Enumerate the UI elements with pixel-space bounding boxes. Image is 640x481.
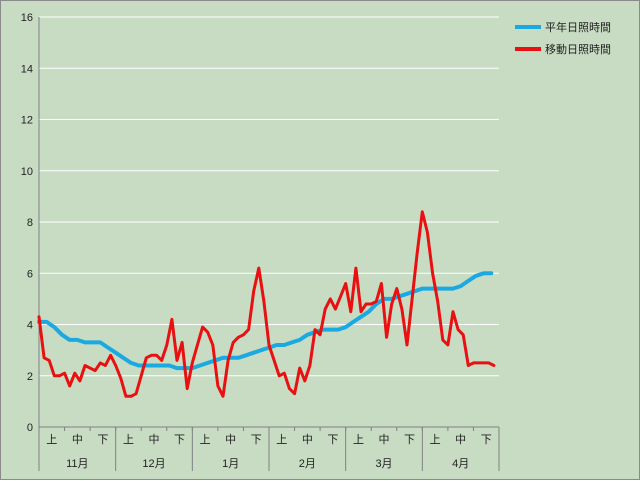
x-axis: 上 中 下 上 中 下 上 中 下 上 中 下 上 中 下 上 中 下 11月 12月 1月 2月 3月 4月 — [38, 426, 500, 471]
x-tick-label-period: 下 — [97, 434, 108, 446]
y-tick-label: 12 — [21, 115, 33, 127]
x-tick-label-month: 12月 — [142, 458, 165, 470]
y-tick-label: 8 — [27, 217, 33, 229]
x-tick-label-month: 11月 — [66, 458, 88, 470]
x-tick-label-period: 中 — [72, 433, 83, 446]
series-line — [37, 210, 496, 398]
x-tick-label-month: 4月 — [452, 458, 469, 470]
x-tick-label-period: 上 — [123, 433, 134, 446]
x-tick-label-month: 2月 — [299, 458, 316, 470]
y-tick-label: 16 — [21, 12, 33, 24]
series-line — [37, 271, 494, 371]
y-tick-label: 2 — [27, 371, 33, 383]
x-tick-label-month: 3月 — [375, 458, 392, 470]
x-tick-label-period: 中 — [225, 433, 236, 446]
x-tick-label-period: 中 — [302, 433, 313, 446]
x-tick-label-period: 中 — [455, 433, 466, 446]
x-tick-label-period: 上 — [46, 433, 57, 446]
x-tick-label-period: 上 — [276, 433, 287, 446]
y-tick-label: 6 — [27, 268, 33, 280]
x-tick-label-period: 上 — [430, 433, 441, 446]
x-tick-label-period: 下 — [327, 434, 338, 446]
legend-label: 移動日照時間 — [545, 42, 611, 56]
y-tick-label: 4 — [27, 320, 33, 332]
x-tick-label-period: 下 — [481, 434, 492, 446]
series-lines — [37, 210, 496, 398]
x-tick-label-period: 下 — [251, 434, 262, 446]
y-tick-label: 0 — [27, 422, 33, 434]
x-tick-label-period: 下 — [174, 434, 185, 446]
x-tick-label-period: 上 — [353, 433, 364, 446]
y-tick-label: 10 — [21, 166, 33, 178]
x-tick-label-month: 1月 — [222, 458, 239, 470]
x-tick-label-period: 中 — [149, 433, 160, 446]
x-tick-label-period: 下 — [404, 434, 415, 446]
y-axis: 0 2 4 6 8 10 12 14 16 — [21, 12, 40, 434]
legend-label: 平年日照時間 — [545, 20, 611, 34]
y-tick-label: 14 — [21, 63, 33, 75]
x-tick-label-period: 上 — [200, 433, 211, 446]
x-tick-label-period: 中 — [379, 433, 390, 446]
